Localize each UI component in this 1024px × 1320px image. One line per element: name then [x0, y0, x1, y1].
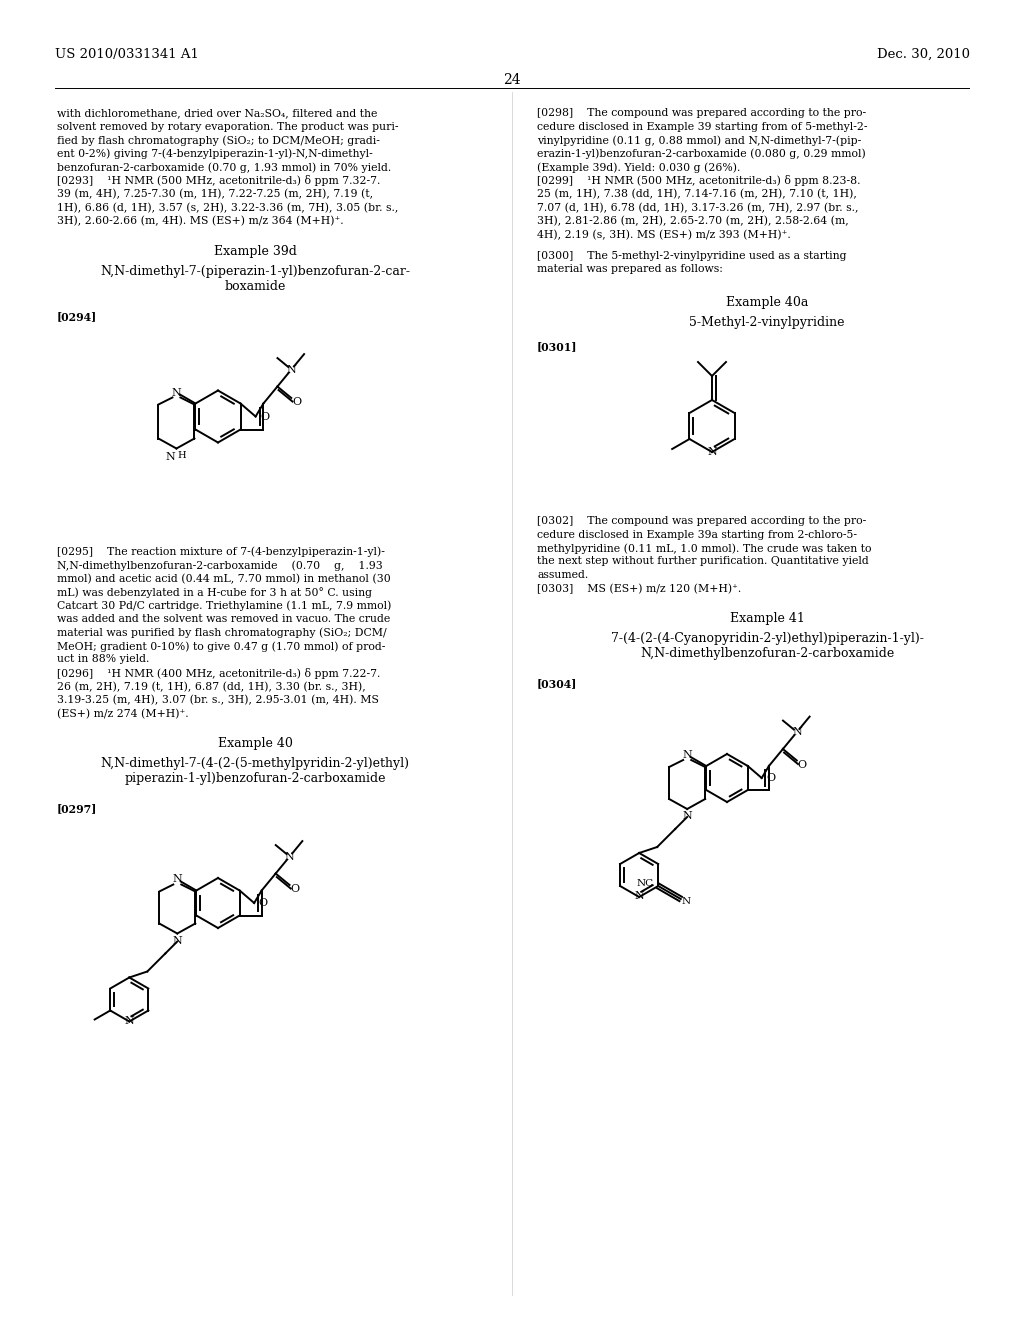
Text: N: N [681, 898, 690, 907]
Text: 25 (m, 1H), 7.38 (dd, 1H), 7.14-7.16 (m, 2H), 7.10 (t, 1H),: 25 (m, 1H), 7.38 (dd, 1H), 7.14-7.16 (m,… [537, 189, 857, 199]
Text: O: O [291, 884, 299, 895]
Text: O: O [259, 898, 267, 908]
Text: methylpyridine (0.11 mL, 1.0 mmol). The crude was taken to: methylpyridine (0.11 mL, 1.0 mmol). The … [537, 543, 871, 553]
Text: O: O [292, 397, 301, 408]
Text: 4H), 2.19 (s, 3H). MS (ES+) m/z 393 (M+H)⁺.: 4H), 2.19 (s, 3H). MS (ES+) m/z 393 (M+H… [537, 230, 791, 240]
Text: N: N [287, 364, 296, 375]
Text: 39 (m, 4H), 7.25-7.30 (m, 1H), 7.22-7.25 (m, 2H), 7.19 (t,: 39 (m, 4H), 7.25-7.30 (m, 1H), 7.22-7.25… [57, 189, 373, 199]
Text: N: N [708, 447, 717, 457]
Text: was added and the solvent was removed in vacuo. The crude: was added and the solvent was removed in… [57, 614, 390, 624]
Text: 26 (m, 2H), 7.19 (t, 1H), 6.87 (dd, 1H), 3.30 (br. s., 3H),: 26 (m, 2H), 7.19 (t, 1H), 6.87 (dd, 1H),… [57, 681, 366, 692]
Text: solvent removed by rotary evaporation. The product was puri-: solvent removed by rotary evaporation. T… [57, 121, 398, 132]
Text: [0297]: [0297] [57, 803, 97, 814]
Text: Catcart 30 Pd/C cartridge. Triethylamine (1.1 mL, 7.9 mmol): Catcart 30 Pd/C cartridge. Triethylamine… [57, 601, 391, 611]
Text: mL) was debenzylated in a H-cube for 3 h at 50° C. using: mL) was debenzylated in a H-cube for 3 h… [57, 587, 372, 598]
Text: N,N-dimethyl-7-(4-(2-(5-methylpyridin-2-yl)ethyl)
piperazin-1-yl)benzofuran-2-ca: N,N-dimethyl-7-(4-(2-(5-methylpyridin-2-… [100, 756, 410, 785]
Text: N: N [172, 936, 182, 945]
Text: N: N [682, 810, 692, 821]
Text: N,N-dimethylbenzofuran-2-carboxamide    (0.70    g,    1.93: N,N-dimethylbenzofuran-2-carboxamide (0.… [57, 560, 383, 570]
Text: the next step without further purification. Quantitative yield: the next step without further purificati… [537, 557, 868, 566]
Text: [0299]    ¹H NMR (500 MHz, acetonitrile-d₃) δ ppm 8.23-8.: [0299] ¹H NMR (500 MHz, acetonitrile-d₃)… [537, 176, 860, 186]
Text: O: O [798, 760, 807, 770]
Text: MeOH; gradient 0-10%) to give 0.47 g (1.70 mmol) of prod-: MeOH; gradient 0-10%) to give 0.47 g (1.… [57, 642, 385, 652]
Text: N: N [125, 1015, 134, 1026]
Text: material was prepared as follows:: material was prepared as follows: [537, 264, 723, 275]
Text: N: N [634, 891, 644, 902]
Text: N,N-dimethyl-7-(piperazin-1-yl)benzofuran-2-car-
boxamide: N,N-dimethyl-7-(piperazin-1-yl)benzofura… [100, 265, 410, 293]
Text: N: N [172, 874, 182, 884]
Text: (ES+) m/z 274 (M+H)⁺.: (ES+) m/z 274 (M+H)⁺. [57, 709, 188, 719]
Text: 7.07 (d, 1H), 6.78 (dd, 1H), 3.17-3.26 (m, 7H), 2.97 (br. s.,: 7.07 (d, 1H), 6.78 (dd, 1H), 3.17-3.26 (… [537, 202, 858, 213]
Text: with dichloromethane, dried over Na₂SO₄, filtered and the: with dichloromethane, dried over Na₂SO₄,… [57, 108, 378, 117]
Text: [0300]    The 5-methyl-2-vinylpyridine used as a starting: [0300] The 5-methyl-2-vinylpyridine used… [537, 251, 847, 261]
Text: ent 0-2%) giving 7-(4-benzylpiperazin-1-yl)-N,N-dimethyl-: ent 0-2%) giving 7-(4-benzylpiperazin-1-… [57, 149, 373, 160]
Text: N: N [792, 727, 802, 737]
Text: [0301]: [0301] [537, 341, 578, 352]
Text: 3.19-3.25 (m, 4H), 3.07 (br. s., 3H), 2.95-3.01 (m, 4H). MS: 3.19-3.25 (m, 4H), 3.07 (br. s., 3H), 2.… [57, 696, 379, 705]
Text: Example 40: Example 40 [217, 737, 293, 750]
Text: [0303]    MS (ES+) m/z 120 (M+H)⁺.: [0303] MS (ES+) m/z 120 (M+H)⁺. [537, 583, 741, 594]
Text: mmol) and acetic acid (0.44 mL, 7.70 mmol) in methanol (30: mmol) and acetic acid (0.44 mL, 7.70 mmo… [57, 573, 391, 583]
Text: [0295]    The reaction mixture of 7-(4-benzylpiperazin-1-yl)-: [0295] The reaction mixture of 7-(4-benz… [57, 546, 385, 557]
Text: Example 39d: Example 39d [214, 246, 296, 259]
Text: cedure disclosed in Example 39a starting from 2-chloro-5-: cedure disclosed in Example 39a starting… [537, 529, 857, 540]
Text: Dec. 30, 2010: Dec. 30, 2010 [877, 48, 970, 61]
Text: cedure disclosed in Example 39 starting from of 5-methyl-2-: cedure disclosed in Example 39 starting … [537, 121, 867, 132]
Text: vinylpyridine (0.11 g, 0.88 mmol) and N,N-dimethyl-7-(pip-: vinylpyridine (0.11 g, 0.88 mmol) and N,… [537, 135, 861, 145]
Text: Example 41: Example 41 [729, 612, 805, 624]
Text: O: O [260, 412, 269, 421]
Text: [0302]    The compound was prepared according to the pro-: [0302] The compound was prepared accordi… [537, 516, 866, 525]
Text: US 2010/0331341 A1: US 2010/0331341 A1 [55, 48, 199, 61]
Text: 3H), 2.60-2.66 (m, 4H). MS (ES+) m/z 364 (M+H)⁺.: 3H), 2.60-2.66 (m, 4H). MS (ES+) m/z 364… [57, 216, 344, 226]
Text: assumed.: assumed. [537, 570, 588, 579]
Text: N: N [172, 388, 181, 397]
Text: [0293]    ¹H NMR (500 MHz, acetonitrile-d₃) δ ppm 7.32-7.: [0293] ¹H NMR (500 MHz, acetonitrile-d₃)… [57, 176, 380, 186]
Text: Example 40a: Example 40a [726, 296, 808, 309]
Text: [0296]    ¹H NMR (400 MHz, acetonitrile-d₃) δ ppm 7.22-7.: [0296] ¹H NMR (400 MHz, acetonitrile-d₃)… [57, 668, 380, 678]
Text: H: H [177, 451, 186, 461]
Text: 5-Methyl-2-vinylpyridine: 5-Methyl-2-vinylpyridine [689, 315, 845, 329]
Text: N: N [166, 451, 175, 462]
Text: material was purified by flash chromatography (SiO₂; DCM/: material was purified by flash chromatog… [57, 627, 387, 638]
Text: N: N [285, 851, 295, 862]
Text: N: N [682, 750, 692, 760]
Text: (Example 39d). Yield: 0.030 g (26%).: (Example 39d). Yield: 0.030 g (26%). [537, 162, 740, 173]
Text: erazin-1-yl)benzofuran-2-carboxamide (0.080 g, 0.29 mmol): erazin-1-yl)benzofuran-2-carboxamide (0.… [537, 149, 865, 160]
Text: 24: 24 [503, 73, 521, 87]
Text: [0298]    The compound was prepared according to the pro-: [0298] The compound was prepared accordi… [537, 108, 866, 117]
Text: [0304]: [0304] [537, 678, 578, 689]
Text: uct in 88% yield.: uct in 88% yield. [57, 655, 150, 664]
Text: O: O [766, 774, 775, 783]
Text: 1H), 6.86 (d, 1H), 3.57 (s, 2H), 3.22-3.36 (m, 7H), 3.05 (br. s.,: 1H), 6.86 (d, 1H), 3.57 (s, 2H), 3.22-3.… [57, 202, 398, 213]
Text: 7-(4-(2-(4-Cyanopyridin-2-yl)ethyl)piperazin-1-yl)-
N,N-dimethylbenzofuran-2-car: 7-(4-(2-(4-Cyanopyridin-2-yl)ethyl)piper… [610, 632, 924, 660]
Text: [0294]: [0294] [57, 312, 97, 322]
Text: NC: NC [637, 879, 653, 888]
Text: 3H), 2.81-2.86 (m, 2H), 2.65-2.70 (m, 2H), 2.58-2.64 (m,: 3H), 2.81-2.86 (m, 2H), 2.65-2.70 (m, 2H… [537, 216, 849, 226]
Text: fied by flash chromatography (SiO₂; to DCM/MeOH; gradi-: fied by flash chromatography (SiO₂; to D… [57, 135, 380, 145]
Text: benzofuran-2-carboxamide (0.70 g, 1.93 mmol) in 70% yield.: benzofuran-2-carboxamide (0.70 g, 1.93 m… [57, 162, 391, 173]
